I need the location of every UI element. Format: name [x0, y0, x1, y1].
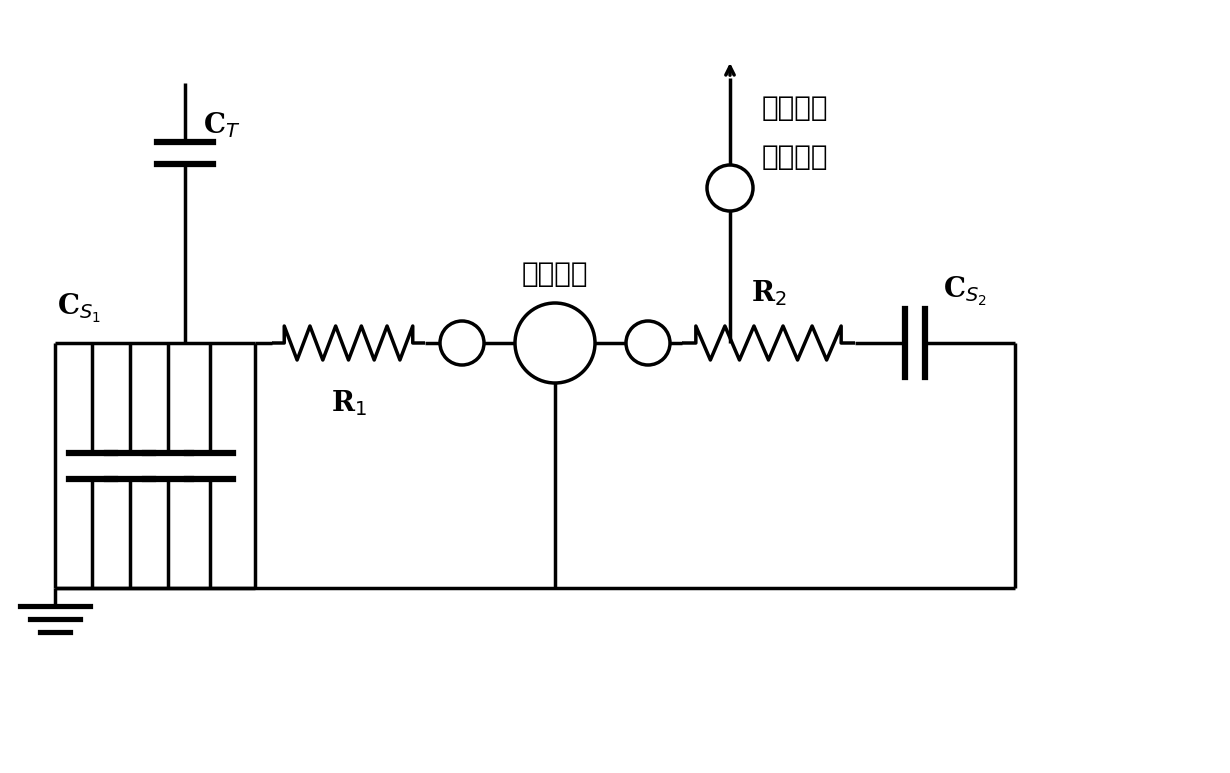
Text: C$_T$: C$_T$: [203, 110, 241, 140]
Text: R$_2$: R$_2$: [750, 278, 786, 308]
Text: 输出接口: 输出接口: [763, 145, 829, 172]
Text: C$_{S_2}$: C$_{S_2}$: [943, 275, 986, 308]
Text: C$_{S_1}$: C$_{S_1}$: [57, 291, 101, 325]
Text: R$_1$: R$_1$: [331, 388, 367, 417]
Text: 分压信号: 分压信号: [763, 94, 829, 121]
Text: 同轴电缆: 同轴电缆: [522, 261, 588, 288]
